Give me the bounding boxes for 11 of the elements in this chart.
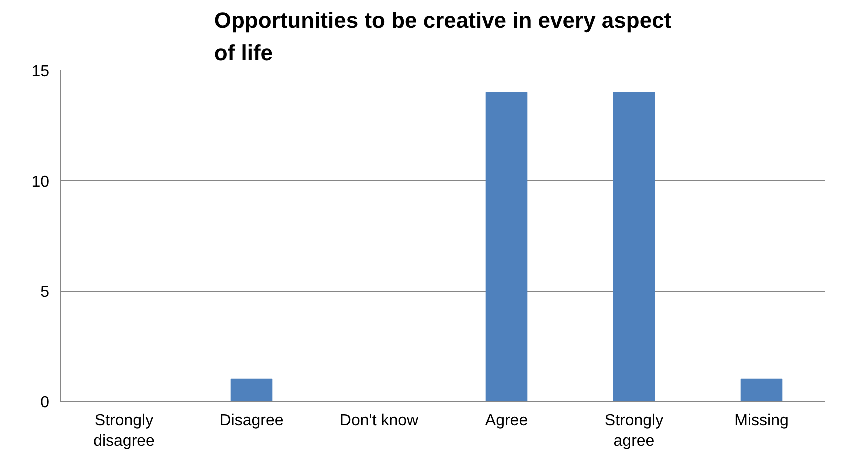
- y-tick-label: 15: [32, 64, 50, 80]
- y-tick-label: 5: [40, 284, 50, 302]
- x-tick-label: Disagree: [220, 412, 284, 430]
- x-tick-label: Don't know: [340, 412, 420, 430]
- x-tick-label: Missing: [734, 412, 789, 430]
- x-tick-label: Agree: [485, 412, 528, 430]
- x-tick-label: Strongly disagree: [94, 412, 156, 450]
- y-tick-label: 0: [40, 394, 50, 412]
- y-tick-label: 10: [32, 174, 50, 191]
- chart-title: Opportunities to be creative in every aspect of life: [214, 8, 672, 66]
- x-tick-label: Strongly agree: [604, 412, 664, 450]
